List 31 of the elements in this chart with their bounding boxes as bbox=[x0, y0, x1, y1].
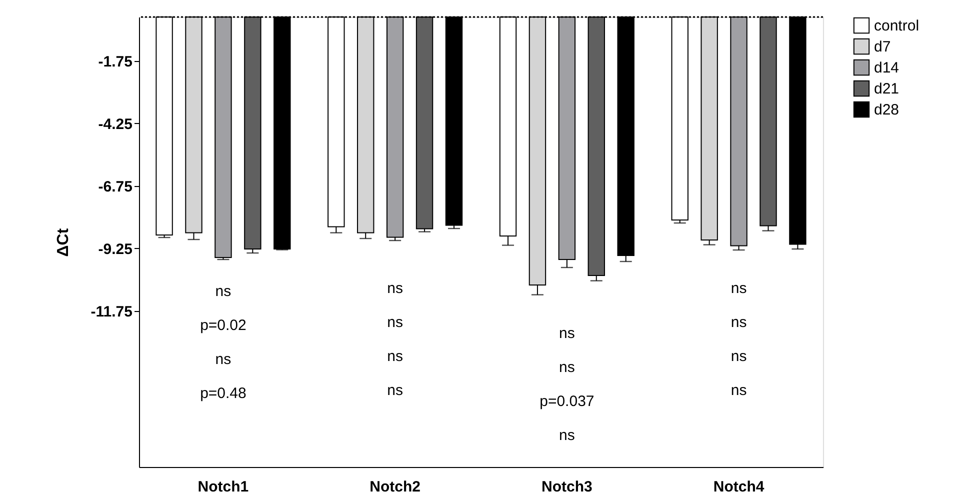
annotation: p=0.48 bbox=[200, 385, 246, 402]
annotation: ns bbox=[730, 280, 747, 297]
annotation: ns bbox=[215, 351, 232, 368]
y-tick-label: -6.75 bbox=[98, 178, 132, 196]
y-axis-title: ΔCt bbox=[54, 228, 72, 257]
annotation: ns bbox=[559, 359, 575, 376]
annotation: ns bbox=[730, 382, 747, 399]
annotation: ns bbox=[559, 325, 575, 342]
y-tick-label: -11.75 bbox=[90, 303, 132, 320]
y-tick-label: -9.25 bbox=[98, 240, 132, 258]
x-tick-label: Notch1 bbox=[198, 478, 249, 496]
annotation: p=0.037 bbox=[540, 393, 594, 410]
annotation: ns bbox=[387, 314, 403, 331]
annotation: ns bbox=[559, 427, 575, 444]
y-tick-label: -4.25 bbox=[98, 116, 132, 133]
legend-label: d21 bbox=[874, 80, 900, 98]
legend-label: d7 bbox=[874, 38, 891, 56]
annotation: ns bbox=[387, 348, 403, 365]
x-tick-label: Notch2 bbox=[370, 478, 420, 496]
annotation: ns bbox=[730, 314, 747, 331]
annotation: p=0.02 bbox=[200, 317, 246, 334]
legend-label: d14 bbox=[874, 60, 900, 76]
annotation: ns bbox=[387, 382, 403, 399]
annotation: ns bbox=[215, 283, 232, 300]
x-tick-label: Notch4 bbox=[713, 478, 765, 496]
y-tick-label: -1.75 bbox=[98, 53, 132, 70]
x-tick-label: Notch3 bbox=[542, 478, 592, 496]
legend-label: control bbox=[874, 18, 920, 34]
annotation: ns bbox=[730, 348, 747, 365]
legend-label: d28 bbox=[874, 102, 900, 118]
annotation: ns bbox=[387, 280, 403, 297]
